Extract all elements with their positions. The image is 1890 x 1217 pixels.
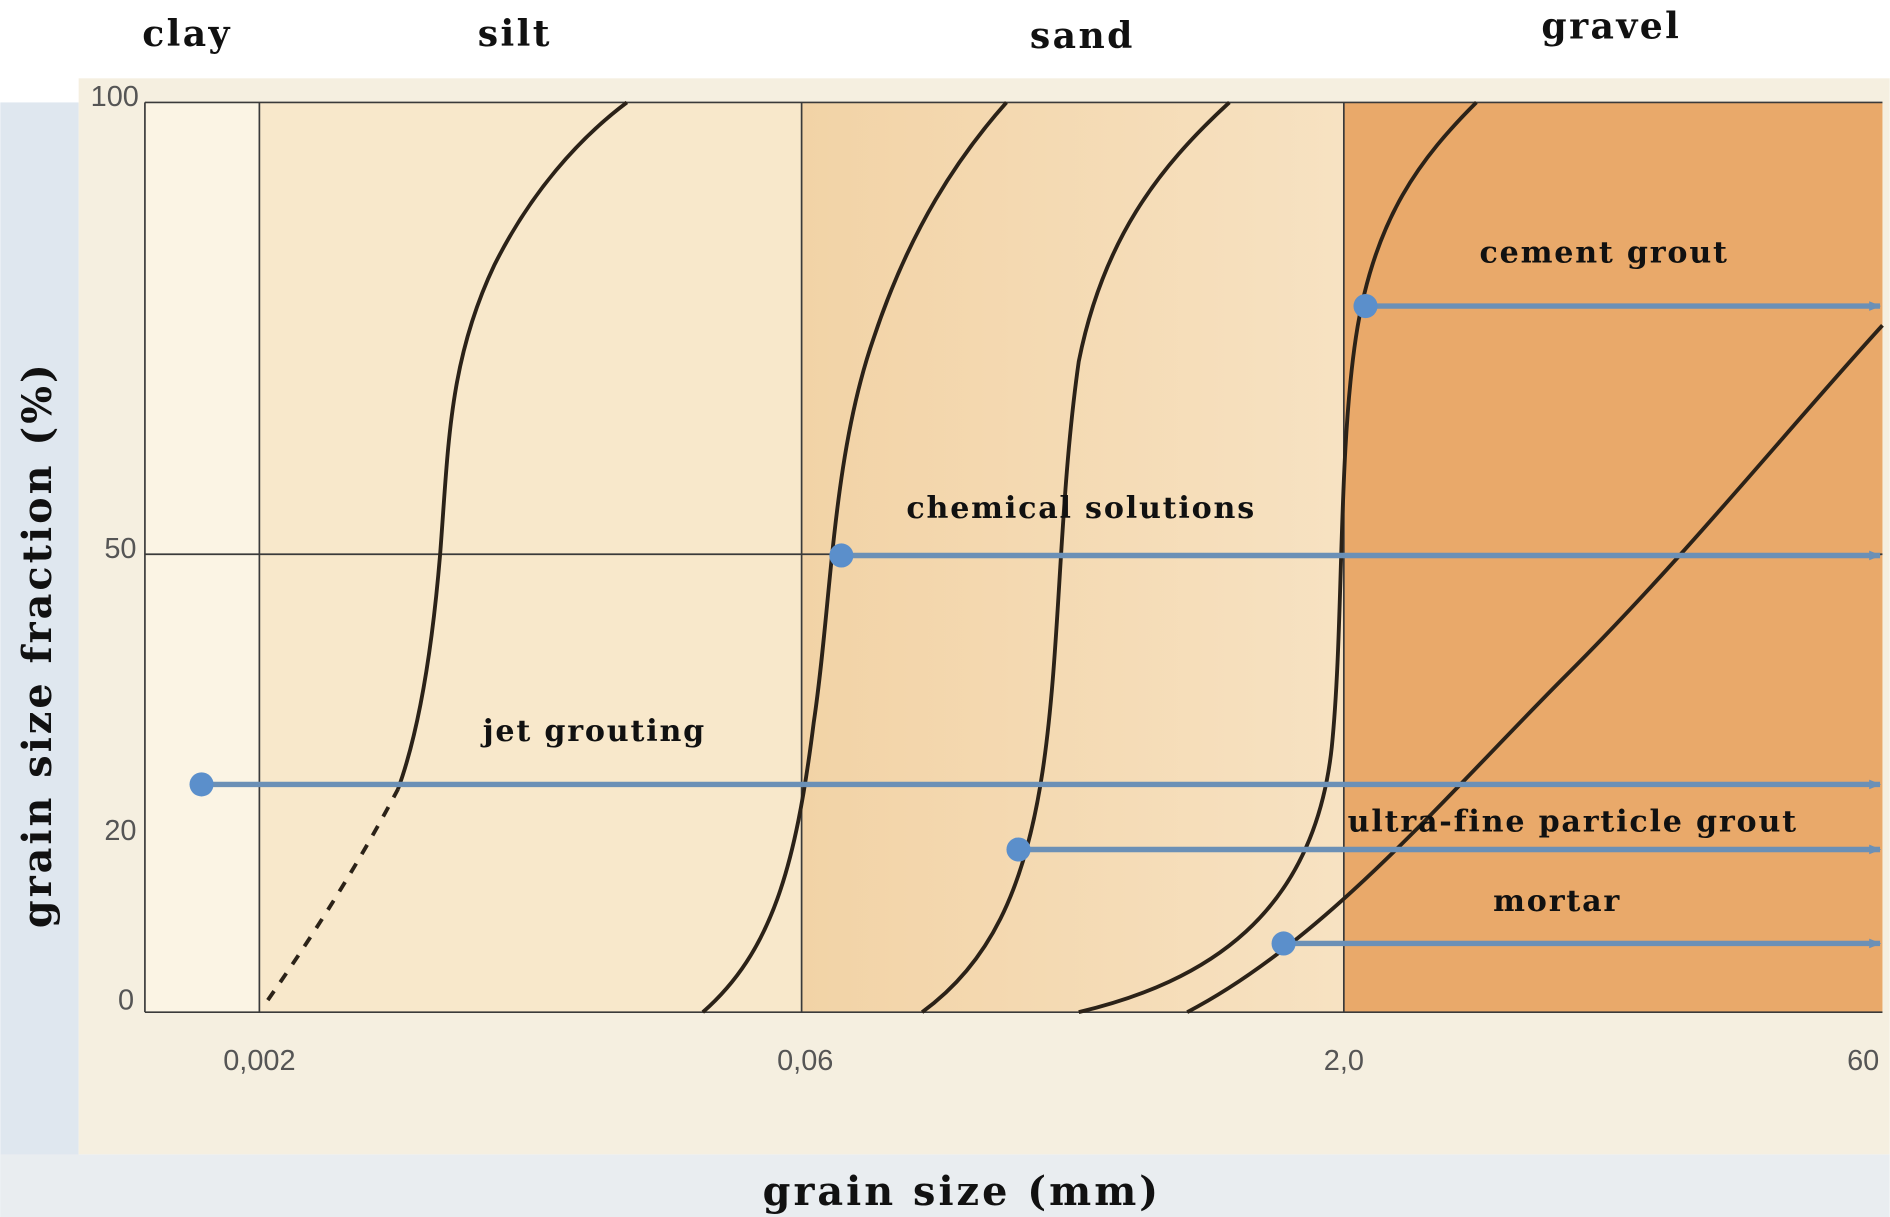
x-ticks: 0,002 0,06 2,0 60 — [223, 1045, 1879, 1077]
y-axis-title: grain size fraction (%) — [15, 361, 61, 928]
y-tick-label: 100 — [91, 81, 139, 113]
bottom-band — [0, 1154, 1890, 1217]
x-tick-label: 0,002 — [223, 1045, 295, 1077]
silt-zone — [259, 102, 802, 1013]
curve — [1186, 324, 1884, 1014]
y-tick-label: 0 — [118, 985, 134, 1017]
method-label: ultra-fine particle grout — [1348, 804, 1798, 839]
arrow-start — [1271, 931, 1296, 956]
zone-label: silt — [478, 12, 552, 55]
zone-label: sand — [1030, 14, 1135, 57]
method-label: cement grout — [1479, 236, 1728, 271]
method-label: chemical solutions — [906, 491, 1256, 526]
arrows — [189, 294, 1882, 956]
clay-zone — [144, 102, 260, 1013]
arrow-start — [1006, 837, 1031, 862]
x-axis-title: grain size (mm) — [763, 1169, 1161, 1215]
curve — [396, 100, 629, 790]
method-label: jet grouting — [480, 714, 706, 749]
arrow-start — [1353, 294, 1378, 319]
arrow-start — [829, 543, 854, 568]
x-tick-label: 0,06 — [777, 1045, 833, 1077]
zone-labels: clay silt sand gravel — [142, 5, 1681, 58]
side-band — [0, 102, 79, 1217]
curve — [1078, 101, 1478, 1015]
zone-label: clay — [142, 12, 232, 55]
curve — [920, 100, 1231, 1014]
method-label: mortar — [1493, 884, 1621, 919]
y-tick-label: 20 — [104, 815, 136, 847]
y-ticks: 100 50 20 0 — [91, 81, 139, 1017]
x-tick-label: 2,0 — [1324, 1045, 1364, 1077]
x-tick-label: 60 — [1847, 1045, 1879, 1077]
zone-label: gravel — [1541, 5, 1681, 48]
curve-dashed — [266, 788, 400, 1002]
y-tick-label: 50 — [104, 533, 136, 565]
arrow-start — [189, 772, 214, 797]
method-labels: cement grout chemical solutions jet grou… — [480, 236, 1798, 919]
